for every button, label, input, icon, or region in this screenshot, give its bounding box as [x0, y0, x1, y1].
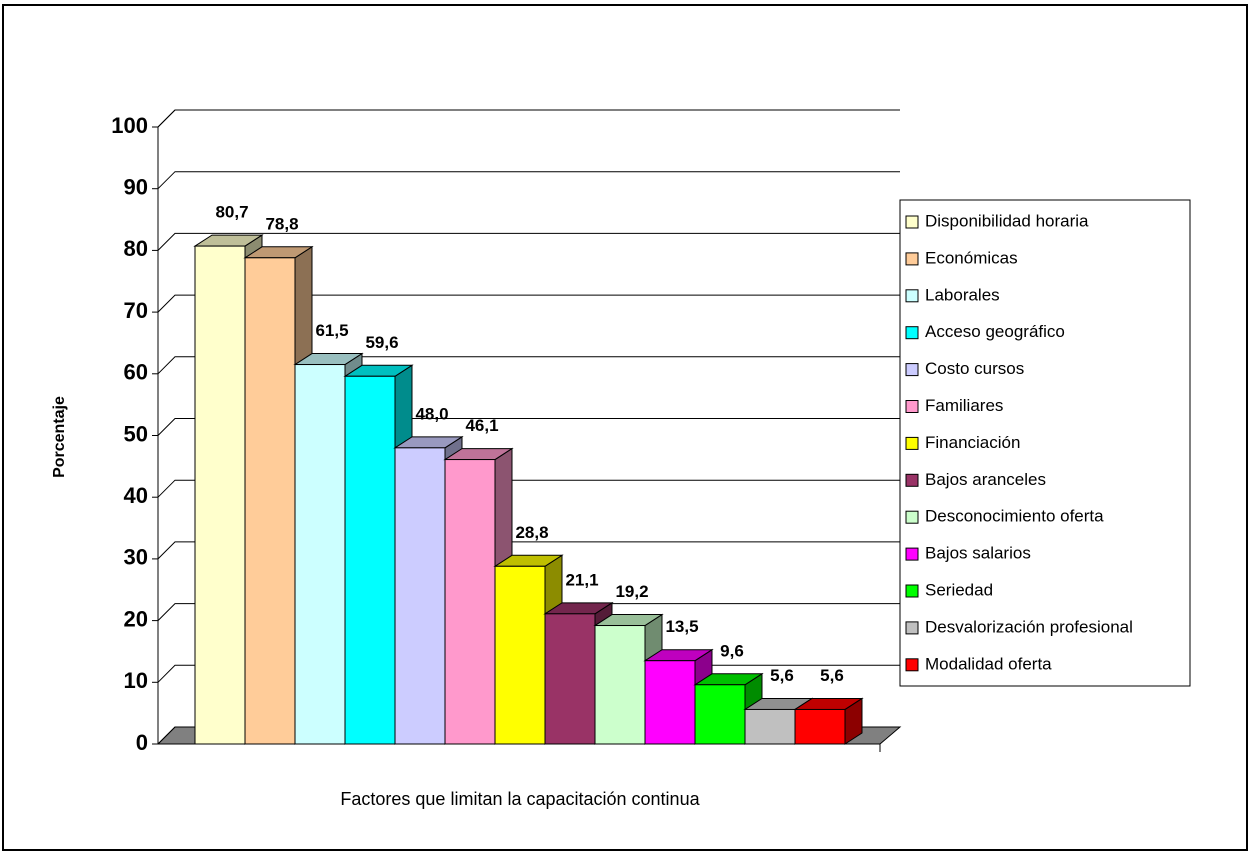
- legend-label: Laborales: [925, 285, 1000, 304]
- y-tick-label: 20: [124, 606, 148, 631]
- grid-line: [157, 171, 900, 190]
- legend-swatch: [905, 621, 919, 635]
- legend-swatch: [905, 363, 919, 377]
- grid-line: [157, 603, 900, 621]
- legend-swatch: [905, 326, 919, 340]
- grid-line: [157, 479, 900, 498]
- data-label: 59,6: [365, 333, 398, 352]
- data-label: 46,1: [465, 416, 498, 435]
- legend-label: Seriedad: [925, 580, 993, 599]
- legend-label: Familiares: [925, 396, 1003, 415]
- bar: [694, 684, 746, 745]
- legend-box: [899, 199, 1191, 687]
- data-label: 5,6: [770, 666, 794, 685]
- bar: [594, 625, 646, 745]
- legend-swatch: [905, 584, 919, 598]
- legend-label: Financiación: [925, 433, 1020, 452]
- bar: [494, 565, 546, 745]
- data-label: 48,0: [415, 404, 448, 423]
- legend-label: Disponibilidad horaria: [925, 211, 1089, 230]
- legend-swatch: [905, 252, 919, 266]
- legend-swatch: [905, 400, 919, 413]
- data-label: 13,5: [665, 617, 698, 636]
- bar: [544, 613, 596, 745]
- bar: [294, 364, 346, 745]
- bar: [444, 459, 496, 745]
- y-tick-label: 80: [124, 236, 148, 261]
- y-tick-label: 10: [124, 668, 148, 693]
- bar: [744, 708, 796, 745]
- legend-label: Bajos salarios: [925, 544, 1031, 563]
- data-label: 9,6: [720, 641, 744, 660]
- legend-label: Desvalorización profesional: [925, 617, 1133, 636]
- legend-label: Costo cursos: [925, 359, 1024, 378]
- y-tick-label: 0: [136, 730, 148, 755]
- bar: [194, 245, 246, 745]
- y-tick-label: 50: [124, 421, 148, 446]
- bar: [644, 660, 696, 745]
- y-tick-label: 100: [111, 113, 148, 138]
- legend-swatch: [905, 436, 919, 450]
- data-label: 21,1: [565, 570, 598, 589]
- data-label: 80,7: [215, 203, 248, 222]
- bar: [794, 708, 846, 745]
- grid-line: [157, 541, 900, 560]
- y-axis-label: Porcentaje: [51, 396, 68, 478]
- grid-line: [157, 294, 900, 313]
- legend-swatch: [905, 215, 919, 229]
- data-label: 19,2: [615, 582, 648, 601]
- data-label: 5,6: [820, 666, 844, 685]
- legend-swatch: [905, 510, 919, 524]
- legend-swatch: [905, 547, 919, 561]
- data-label: 78,8: [265, 214, 298, 233]
- data-label: 61,5: [315, 321, 348, 340]
- grid-line: [157, 109, 900, 128]
- legend-label: Acceso geográfico: [925, 322, 1065, 341]
- y-tick-label: 70: [124, 298, 148, 323]
- x-axis-label: Factores que limitan la capacitación con…: [340, 789, 700, 809]
- data-label: 28,8: [515, 523, 548, 542]
- legend-swatch: [905, 658, 919, 672]
- y-tick-label: 60: [124, 360, 148, 385]
- y-tick-label: 30: [124, 545, 148, 570]
- grid-line: [157, 232, 900, 251]
- bar: [244, 257, 296, 745]
- legend-label: Modalidad oferta: [925, 654, 1052, 673]
- legend-swatch: [905, 473, 919, 487]
- legend-label: Bajos aranceles: [925, 470, 1046, 489]
- bar: [344, 375, 396, 745]
- y-tick-label: 90: [124, 175, 148, 200]
- legend-label: Económicas: [925, 248, 1018, 267]
- legend-swatch: [905, 289, 919, 303]
- legend-label: Desconocimiento oferta: [925, 507, 1104, 526]
- y-tick-label: 40: [124, 483, 148, 508]
- grid-line: [157, 418, 900, 436]
- grid-line: [157, 356, 900, 375]
- bar: [394, 447, 446, 745]
